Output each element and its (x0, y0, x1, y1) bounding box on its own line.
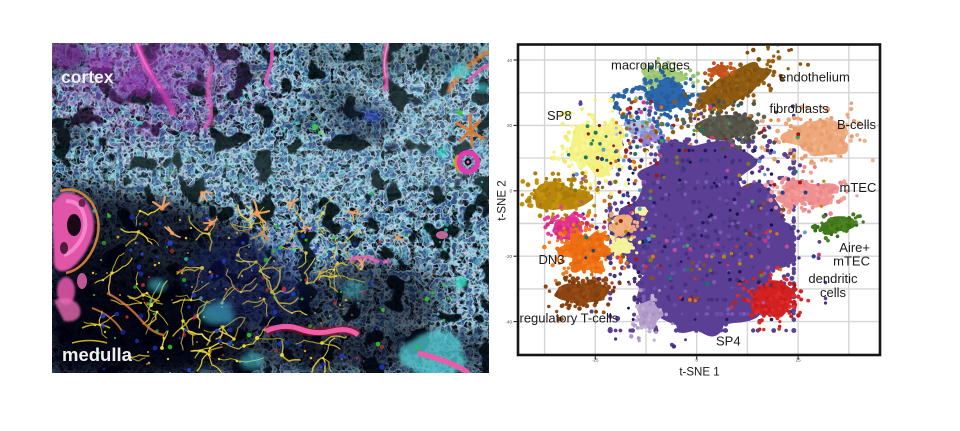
svg-text:20: 20 (507, 123, 513, 128)
svg-text:-20: -20 (505, 254, 512, 259)
svg-text:mTEC: mTEC (833, 254, 870, 269)
svg-text:mTEC: mTEC (840, 180, 877, 195)
svg-text:endothelium: endothelium (779, 70, 850, 85)
svg-text:t-SNE 1: t-SNE 1 (679, 367, 719, 379)
svg-text:0: 0 (509, 189, 512, 194)
svg-text:Aire+: Aire+ (839, 240, 870, 255)
svg-text:25: 25 (796, 358, 802, 363)
svg-text:40: 40 (507, 58, 513, 63)
svg-text:macrophages: macrophages (611, 58, 690, 73)
svg-text:cortex: cortex (61, 67, 114, 87)
svg-text:SP8: SP8 (547, 108, 572, 123)
svg-text:dendritic: dendritic (808, 271, 858, 286)
svg-text:B-cells: B-cells (837, 117, 877, 132)
svg-text:regulatory T-cells: regulatory T-cells (520, 311, 619, 326)
svg-text:-25: -25 (592, 358, 599, 363)
svg-text:-40: -40 (505, 319, 512, 324)
svg-text:SP4: SP4 (716, 334, 741, 349)
svg-text:0: 0 (695, 358, 698, 363)
svg-text:fibroblasts: fibroblasts (770, 101, 830, 116)
svg-text:DN3: DN3 (539, 252, 565, 267)
svg-text:medulla: medulla (62, 344, 133, 365)
svg-text:t-SNE 2: t-SNE 2 (497, 180, 509, 220)
svg-text:cells: cells (820, 285, 847, 300)
